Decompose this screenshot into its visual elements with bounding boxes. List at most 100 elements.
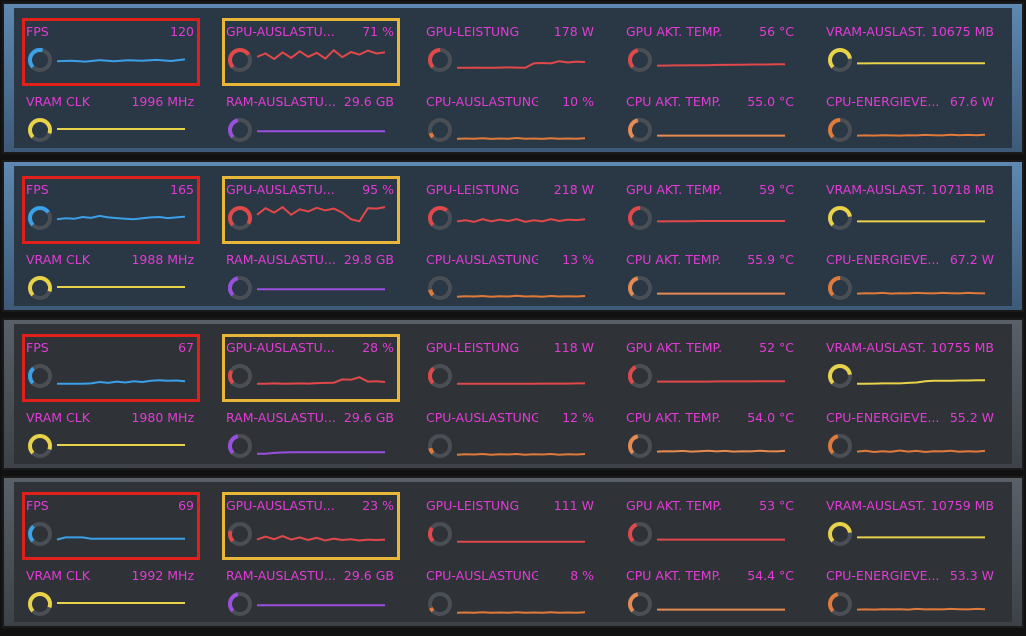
sparkline xyxy=(56,58,186,63)
metric-label: VRAM CLK xyxy=(26,94,90,109)
metric-value: 218 W xyxy=(553,182,594,197)
gauge-fill xyxy=(428,522,452,546)
sparkline-series xyxy=(256,205,386,223)
metric-value: 118 W xyxy=(553,340,594,355)
sparkline xyxy=(856,607,986,611)
sparkline xyxy=(457,382,585,385)
sparkline xyxy=(857,536,985,539)
metric-value: 10675 MB xyxy=(930,24,994,39)
gauge-icon xyxy=(428,364,452,388)
sparkline xyxy=(56,536,185,541)
metric-value: 10755 MB xyxy=(930,340,994,355)
gauge-icon xyxy=(828,592,852,616)
metric-gpu-util: GPU-AUSLASTU... 71 % xyxy=(224,18,394,82)
metric-label: GPU-LEISTUNG xyxy=(426,24,520,39)
sparkline xyxy=(456,294,586,298)
metric-label: FPS xyxy=(26,182,49,197)
overlay-panel: FPS 165 GPU-AUSLASTU... 95 % GPU-LEISTUNG 218… xyxy=(2,160,1024,312)
gauge-fill xyxy=(228,434,252,458)
metric-value: 1992 MHz xyxy=(131,568,194,583)
sparkline xyxy=(456,611,586,614)
gauge-fill xyxy=(628,592,652,616)
metric-value: 67.2 W xyxy=(949,252,994,267)
sparkline xyxy=(456,452,586,456)
gauge-icon xyxy=(28,434,52,458)
metric-value: 10 % xyxy=(562,94,594,109)
sparkline-series xyxy=(56,58,186,63)
metric-fps: FPS 69 xyxy=(24,492,194,556)
metric-value: 29.6 GB xyxy=(343,410,394,425)
sparkline xyxy=(56,214,186,221)
sparkline xyxy=(856,133,986,137)
gauge-icon xyxy=(228,206,252,230)
metric-vram-usage: VRAM-AUSLAST. 10718 MB xyxy=(824,176,994,240)
gauge-icon xyxy=(428,592,452,616)
metric-label: VRAM CLK xyxy=(26,410,90,425)
sparkline xyxy=(257,288,385,291)
metric-value: 10759 MB xyxy=(930,498,994,513)
overlay-panel: FPS 120 GPU-AUSLASTU... 71 % GPU-LEISTUNG 178… xyxy=(2,2,1024,154)
metric-cpu-power: CPU-ENERGIEVE... 67.2 W xyxy=(824,246,994,310)
metric-value: 12 % xyxy=(562,410,594,425)
gauge-fill xyxy=(228,48,252,72)
sparkline-series xyxy=(456,452,586,456)
metric-gpu-power: GPU-LEISTUNG 118 W xyxy=(424,334,594,398)
metric-value: 23 % xyxy=(362,498,394,513)
gauge-fill xyxy=(628,522,652,546)
metric-label: CPU-AUSLASTUNG xyxy=(426,252,538,267)
gauge-icon xyxy=(628,206,652,230)
metric-ram-usage: RAM-AUSLASTU... 29.6 GB xyxy=(224,562,394,626)
gauge-icon xyxy=(828,364,852,388)
metric-value: 165 xyxy=(170,182,194,197)
gauge-icon xyxy=(28,206,52,230)
gauge-icon xyxy=(628,48,652,72)
metric-label: CPU-ENERGIEVE... xyxy=(826,94,938,109)
metric-ram-usage: RAM-AUSLASTU... 29.8 GB xyxy=(224,246,394,310)
metric-gpu-temp: GPU AKT. TEMP. 52 °C xyxy=(624,334,794,398)
metric-value: 56 °C xyxy=(759,24,794,39)
metric-label: GPU-AUSLASTU... xyxy=(226,498,335,513)
metric-cpu-power: CPU-ENERGIEVE... 55.2 W xyxy=(824,404,994,468)
sparkline xyxy=(256,535,386,542)
metric-label: RAM-AUSLASTU... xyxy=(226,252,336,267)
gauge-fill xyxy=(428,48,452,72)
sparkline xyxy=(256,48,386,61)
metric-cpu-temp: CPU AKT. TEMP. 54.4 °C xyxy=(624,562,794,626)
metric-label: GPU AKT. TEMP. xyxy=(626,340,723,355)
gauge-icon xyxy=(28,592,52,616)
metric-cpu-power: CPU-ENERGIEVE... 67.6 W xyxy=(824,88,994,152)
sparkline xyxy=(257,604,385,607)
metric-label: VRAM-AUSLAST. xyxy=(826,340,926,355)
gauge-icon xyxy=(228,522,252,546)
metric-cpu-load: CPU-AUSLASTUNG 8 % xyxy=(424,562,594,626)
sparkline-series xyxy=(257,376,386,385)
metric-label: CPU AKT. TEMP. xyxy=(626,568,722,583)
metric-vram-clk: VRAM CLK 1988 MHz xyxy=(24,246,194,310)
sparkline-series xyxy=(856,449,986,454)
sparkline xyxy=(457,60,586,69)
metric-value: 53.3 W xyxy=(949,568,994,583)
metric-value: 67 xyxy=(178,340,194,355)
metric-cpu-temp: CPU AKT. TEMP. 55.0 °C xyxy=(624,88,794,152)
sparkline xyxy=(57,602,185,604)
sparkline-series xyxy=(56,536,185,541)
metric-value: 71 % xyxy=(362,24,394,39)
sparkline-series xyxy=(257,451,385,455)
metric-label: GPU-LEISTUNG xyxy=(426,182,520,197)
sparkline xyxy=(257,376,386,385)
sparkline-series xyxy=(456,218,586,223)
metric-label: GPU-LEISTUNG xyxy=(426,340,520,355)
gauge-icon xyxy=(228,592,252,616)
sparkline-series xyxy=(256,535,386,542)
gauge-icon xyxy=(28,118,52,142)
sparkline xyxy=(856,291,986,295)
metric-value: 28 % xyxy=(362,340,394,355)
sparkline-series xyxy=(457,60,586,69)
metric-ram-usage: RAM-AUSLASTU... 29.6 GB xyxy=(224,88,394,152)
sparkline xyxy=(57,128,185,130)
gauge-icon xyxy=(28,276,52,300)
sparkline xyxy=(257,130,385,133)
metric-cpu-load: CPU-AUSLASTUNG 10 % xyxy=(424,88,594,152)
overlay-panel-body: FPS 165 GPU-AUSLASTU... 95 % GPU-LEISTUNG 218… xyxy=(14,166,1012,306)
metric-label: VRAM-AUSLAST. xyxy=(826,182,926,197)
